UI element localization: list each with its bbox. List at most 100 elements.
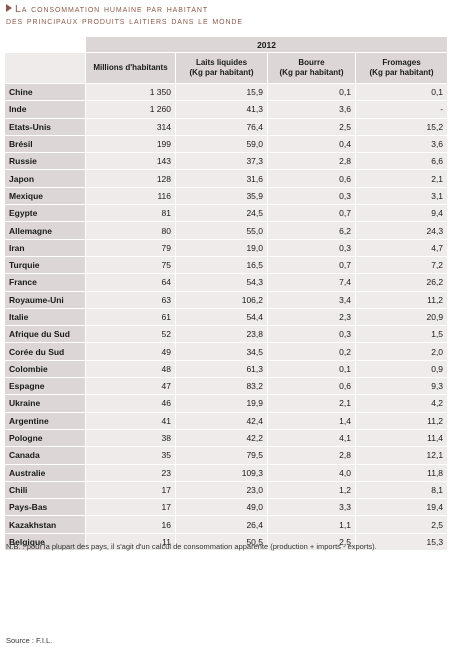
milk-cell: 31,6 [175, 169, 268, 188]
country-cell: Inde [4, 100, 86, 119]
cheese-cell: 24,3 [354, 221, 449, 240]
table-row: Espagne 47 83,2 0,6 9,3 [4, 377, 449, 396]
population-cell: 23 [85, 463, 176, 482]
country-cell: Italie [4, 307, 86, 327]
butter-cell: 1,4 [267, 411, 356, 430]
country-cell: Canada [4, 446, 86, 465]
cheese-cell: 4,2 [354, 394, 449, 413]
butter-cell: 0,1 [267, 359, 356, 379]
column-header: Laits liquides (Kg par habitant) [175, 52, 268, 84]
country-cell: Allemagne [4, 221, 86, 240]
triangle-arrow-icon [6, 4, 12, 12]
country-cell: Argentine [4, 411, 86, 430]
cheese-cell: 26,2 [354, 273, 449, 292]
cheese-cell: 15,3 [354, 532, 449, 552]
cheese-cell: 12,1 [354, 446, 449, 465]
table-row: Chili 17 23,0 1,2 8,1 [4, 480, 449, 500]
table-row: Pays-Bas 17 49,0 3,3 19,4 [4, 498, 449, 517]
source-note: Source : F.I.L. [6, 636, 53, 645]
population-cell: 81 [85, 204, 176, 223]
country-cell: Afrique du Sud [4, 325, 86, 344]
cheese-cell: 19,4 [354, 498, 449, 517]
table-row: Royaume-Uni 63 106,2 3,4 11,2 [4, 290, 449, 309]
population-cell: 38 [85, 428, 176, 448]
country-cell: Chine [4, 82, 86, 102]
column-header-row: Millions d'habitants Laits liquides (Kg p… [4, 52, 449, 84]
country-cell: Belgique [4, 532, 86, 552]
table-row: Kazakhstan 16 26,4 1,1 2,5 [4, 515, 449, 534]
cheese-cell: - [354, 100, 449, 119]
butter-cell: 7,4 [267, 273, 356, 292]
population-cell: 41 [85, 411, 176, 430]
butter-cell: 0,7 [267, 204, 356, 223]
butter-cell: 2,5 [267, 117, 356, 136]
cheese-cell: 2,5 [354, 515, 449, 534]
butter-cell: 0,6 [267, 169, 356, 188]
cheese-cell: 15,2 [354, 117, 449, 136]
butter-cell: 4,0 [267, 463, 356, 482]
column-header: Bourre (Kg par habitant) [267, 52, 356, 84]
milk-cell: 42,2 [175, 428, 268, 448]
butter-cell: 3,4 [267, 290, 356, 309]
cheese-cell: 11,2 [354, 290, 449, 309]
population-cell: 79 [85, 238, 176, 257]
page-title: La consommation humaine par habitant des… [6, 3, 446, 27]
table-row: Chine 1 350 15,9 0,1 0,1 [4, 82, 449, 102]
cheese-cell: 9,3 [354, 377, 449, 396]
table-row: Russie 143 37,3 2,8 6,6 [4, 152, 449, 171]
country-cell: Etats-Unis [4, 117, 86, 136]
column-header: Fromages (Kg par habitant) [354, 52, 449, 84]
butter-cell: 0,3 [267, 325, 356, 344]
butter-cell: 0,3 [267, 186, 356, 206]
table-row: Iran 79 19,0 0,3 4,7 [4, 238, 449, 257]
milk-cell: 16,5 [175, 255, 268, 275]
footnote: N.B. : pour la plupart des pays, il s'ag… [6, 542, 377, 551]
country-cell: Japon [4, 169, 86, 188]
butter-cell: 0,1 [267, 82, 356, 102]
milk-cell: 54,3 [175, 273, 268, 292]
butter-cell: 3,3 [267, 498, 356, 517]
country-cell: Kazakhstan [4, 515, 86, 534]
population-cell: 11 [85, 532, 176, 552]
table-row: Argentine 41 42,4 1,4 11,2 [4, 411, 449, 430]
milk-cell: 83,2 [175, 377, 268, 396]
country-cell: Chili [4, 480, 86, 500]
butter-cell: 0,7 [267, 255, 356, 275]
cheese-cell: 11,8 [354, 463, 449, 482]
population-cell: 48 [85, 359, 176, 379]
table-row: Egypte 81 24,5 0,7 9,4 [4, 204, 449, 223]
cheese-cell: 20,9 [354, 307, 449, 327]
population-cell: 128 [85, 169, 176, 188]
table-row: Pologne 38 42,2 4,1 11,4 [4, 428, 449, 448]
milk-cell: 42,4 [175, 411, 268, 430]
population-cell: 116 [85, 186, 176, 206]
table-row: Ukraine 46 19,9 2,1 4,2 [4, 394, 449, 413]
table-row: Italie 61 54,4 2,3 20,9 [4, 307, 449, 327]
population-cell: 314 [85, 117, 176, 136]
butter-cell: 6,2 [267, 221, 356, 240]
table-row: France 64 54,3 7,4 26,2 [4, 273, 449, 292]
column-header: Millions d'habitants [85, 52, 176, 84]
milk-cell: 34,5 [175, 342, 268, 361]
country-cell: Ukraine [4, 394, 86, 413]
butter-cell: 1,1 [267, 515, 356, 534]
country-header-cell [4, 52, 86, 84]
cheese-cell: 9,4 [354, 204, 449, 223]
population-cell: 199 [85, 134, 176, 154]
population-cell: 80 [85, 221, 176, 240]
country-cell: Brésil [4, 134, 86, 154]
table-row: Brésil 199 59,0 0,4 3,6 [4, 134, 449, 154]
cheese-cell: 4,7 [354, 238, 449, 257]
country-cell: Colombie [4, 359, 86, 379]
country-cell: Pologne [4, 428, 86, 448]
population-cell: 52 [85, 325, 176, 344]
cheese-cell: 3,6 [354, 134, 449, 154]
milk-cell: 59,0 [175, 134, 268, 154]
country-cell: Egypte [4, 204, 86, 223]
table-row: Etats-Unis 314 76,4 2,5 15,2 [4, 117, 449, 136]
table-row: Canada 35 79,5 2,8 12,1 [4, 446, 449, 465]
country-cell: Iran [4, 238, 86, 257]
table-row: Belgique 11 50,5 2,5 15,3 [4, 532, 449, 552]
milk-cell: 41,3 [175, 100, 268, 119]
table-row: Afrique du Sud 52 23,8 0,3 1,5 [4, 325, 449, 344]
